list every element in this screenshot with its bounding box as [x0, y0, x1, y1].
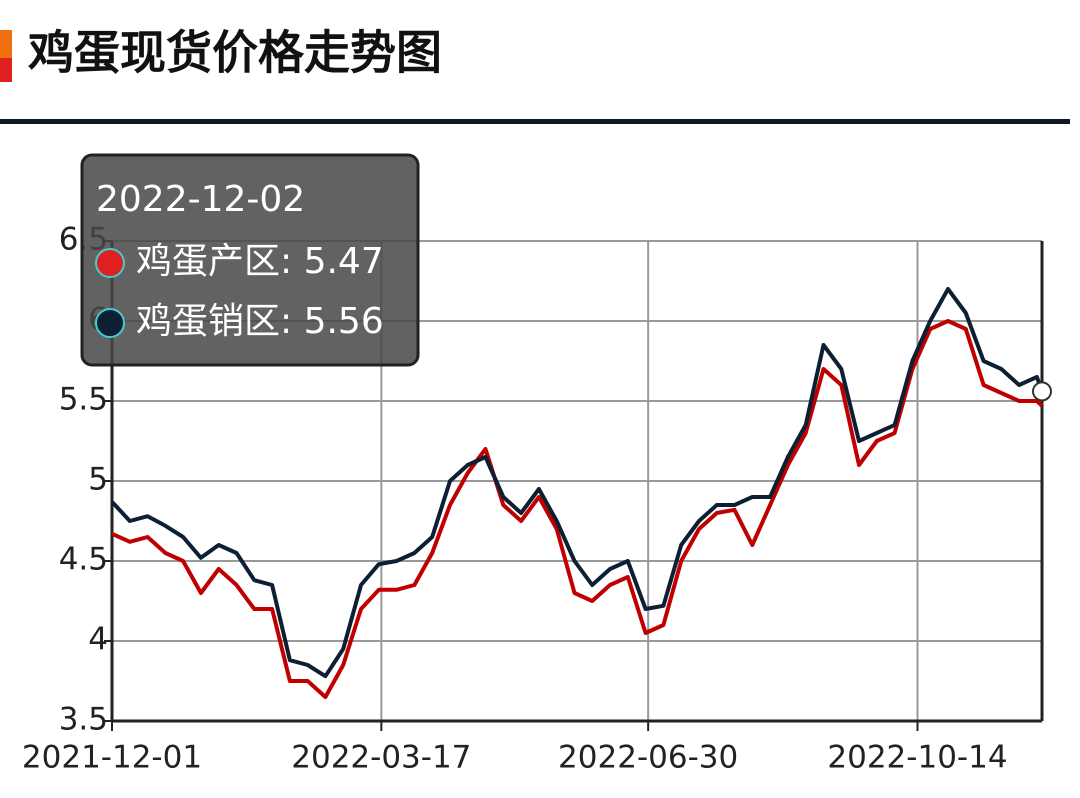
tooltip-marker [95, 308, 125, 338]
y-tick-label: 3.5 [59, 702, 108, 738]
series-line [110, 287, 1044, 679]
tooltip-marker [95, 248, 125, 278]
x-tick-label: 2021-12-01 [22, 740, 202, 776]
x-tick-label: 2022-10-14 [827, 740, 1007, 776]
tooltip-box [80, 153, 420, 367]
y-tick-label: 4 [88, 622, 108, 658]
chart-title: 鸡蛋现货价格走势图 [28, 26, 442, 80]
title-icon-part [0, 58, 12, 82]
y-tick-label: 4.5 [59, 542, 108, 578]
tooltip-title: 2022-12-02 [96, 179, 305, 220]
y-tick-label: 5.5 [59, 382, 108, 418]
tooltip: 2022-12-02 鸡蛋产区: 5.47 鸡蛋销区: 5.56 [80, 153, 420, 367]
x-tick-label: 2022-03-17 [291, 740, 471, 776]
title-underline [0, 119, 1070, 124]
y-tick-label: 5 [88, 462, 108, 498]
series-line [111, 319, 1044, 699]
tooltip-entry: 鸡蛋销区: 5.56 [136, 301, 384, 342]
x-tick-label: 2022-06-30 [558, 740, 738, 776]
tooltip-entry: 鸡蛋产区: 5.47 [136, 241, 384, 282]
hover-point [1032, 381, 1052, 402]
